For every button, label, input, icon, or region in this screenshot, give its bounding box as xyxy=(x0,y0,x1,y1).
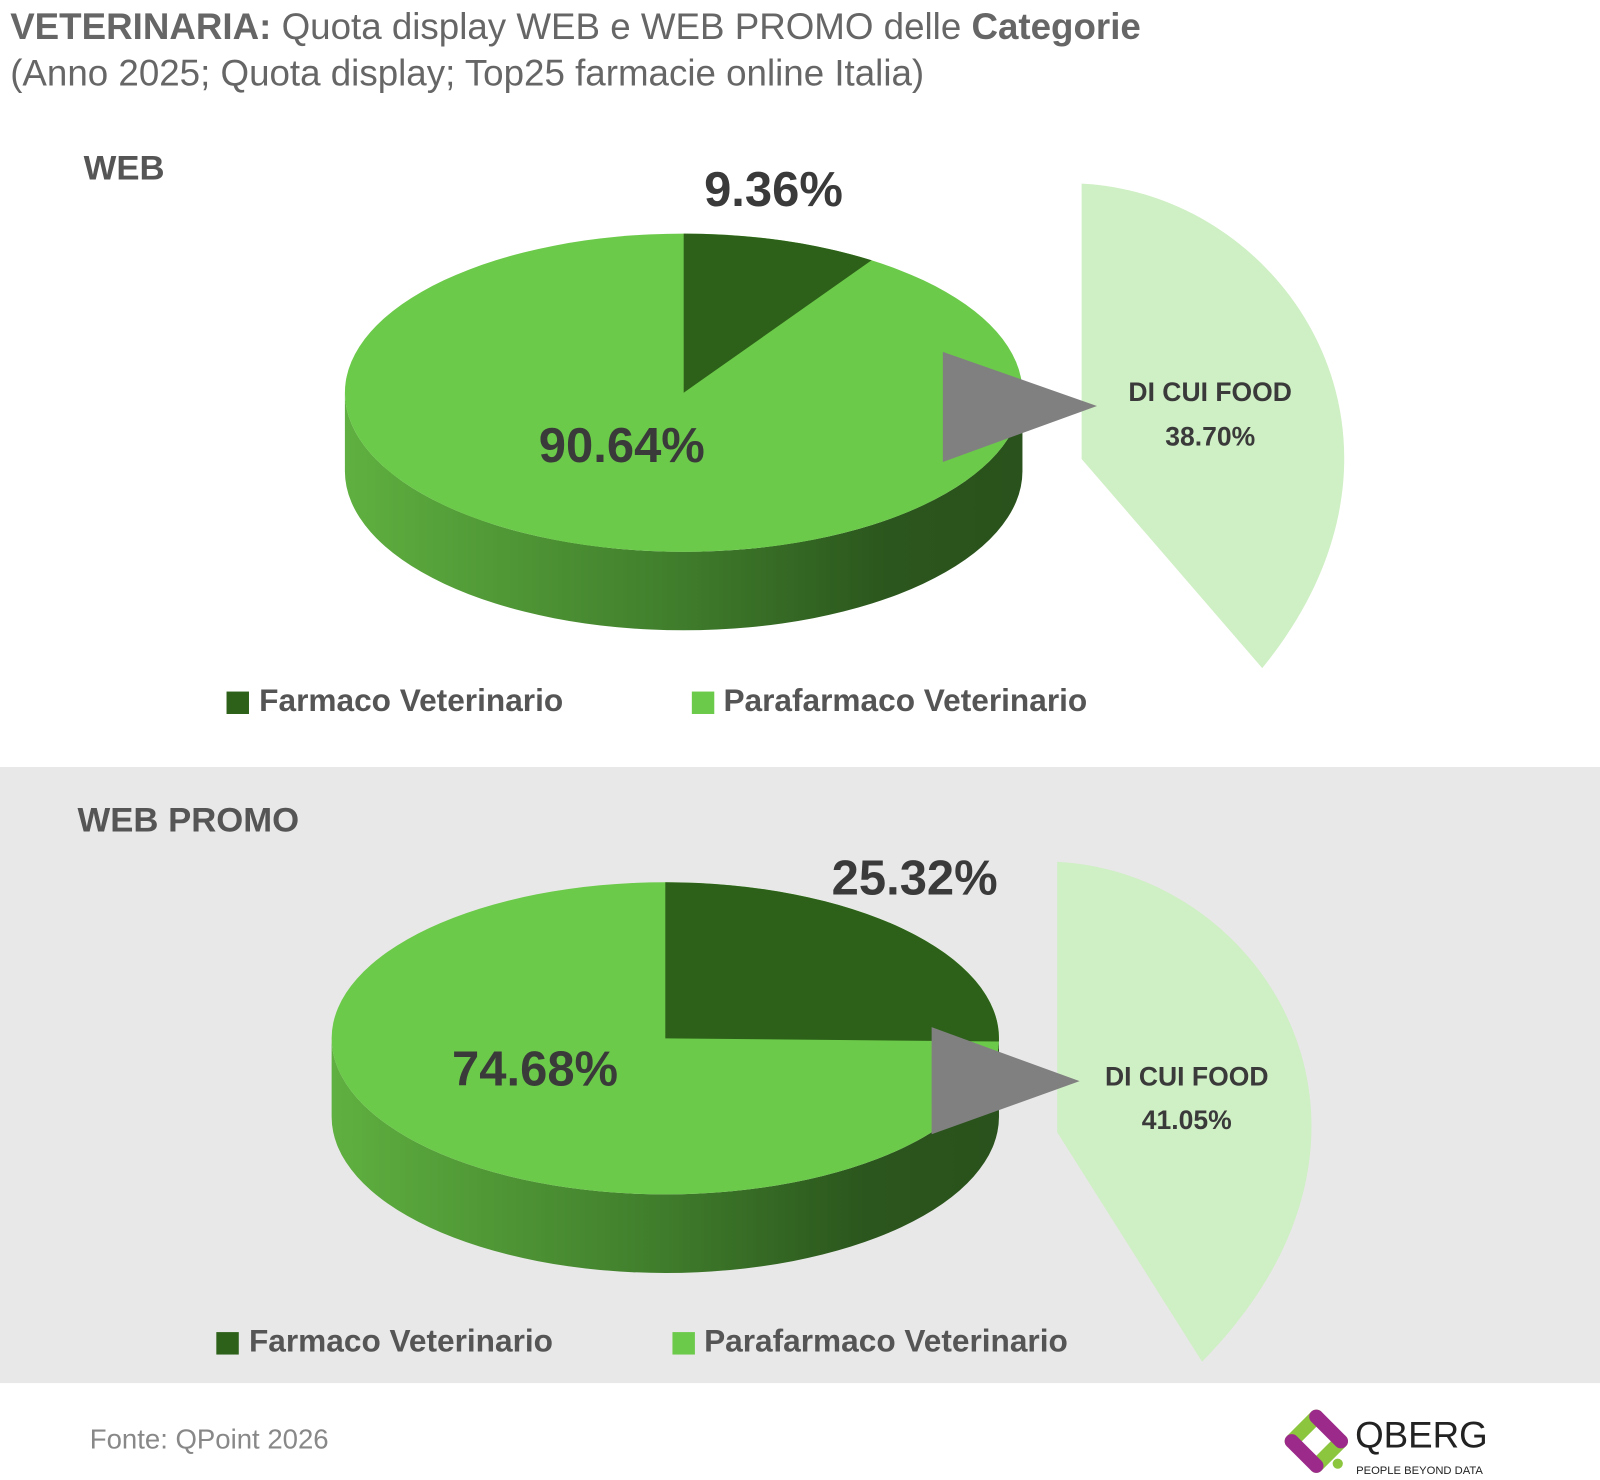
logo-tagline: PEOPLE BEYOND DATA xyxy=(1356,1465,1483,1477)
legend-swatch-parafarmaco-web-promo xyxy=(672,1332,695,1355)
legend-label-farmaco-web-promo: Farmaco Veterinario xyxy=(249,1322,553,1358)
arrow-pointer xyxy=(942,351,1097,463)
sub-slice-food xyxy=(1057,861,1312,1362)
legend-swatch-farmaco-web xyxy=(226,691,249,714)
slice-farmaco xyxy=(683,233,872,393)
legend-label-farmaco-web: Farmaco Veterinario xyxy=(259,682,563,718)
food-value-web-promo: 41.05% xyxy=(1142,1105,1232,1135)
legend-swatch-farmaco-web-promo xyxy=(216,1332,239,1355)
source-note: Fonte: QPoint 2026 xyxy=(90,1423,329,1454)
arrow-pointer xyxy=(931,1027,1080,1135)
data-label-farmaco-web-promo: 25.32% xyxy=(832,852,998,906)
legend-label-parafarmaco-web-promo: Parafarmaco Veterinario xyxy=(704,1322,1068,1358)
legend-swatch-parafarmaco-web xyxy=(691,691,715,714)
data-label-parafarmaco-web: 90.64% xyxy=(539,419,705,473)
qberg-logo: QBERG PEOPLE BEYOND DATA xyxy=(1284,1409,1488,1477)
logo-text: QBERG xyxy=(1355,1414,1488,1455)
slice-farmaco xyxy=(665,882,999,1042)
section-title-web-promo: WEB PROMO xyxy=(78,801,300,839)
data-label-parafarmaco-web-promo: 74.68% xyxy=(452,1042,618,1096)
pie-web-promo xyxy=(331,861,1312,1362)
chart-title: VETERINARIA: Quota display WEB e WEB PRO… xyxy=(10,6,1141,47)
pie-web xyxy=(344,183,1345,669)
data-label-farmaco-web: 9.36% xyxy=(704,163,843,217)
legend-label-parafarmaco-web: Parafarmaco Veterinario xyxy=(723,682,1087,718)
sub-slice-food xyxy=(1081,183,1345,669)
chart-subtitle: (Anno 2025; Quota display; Top25 farmaci… xyxy=(10,53,924,94)
food-label-web-promo: DI CUI FOOD xyxy=(1105,1061,1269,1091)
food-label-web: DI CUI FOOD xyxy=(1128,377,1292,407)
food-value-web: 38.70% xyxy=(1165,422,1255,452)
pie-side xyxy=(331,1038,999,1273)
section-title-web: WEB xyxy=(84,150,165,188)
pie-side xyxy=(344,392,1023,631)
